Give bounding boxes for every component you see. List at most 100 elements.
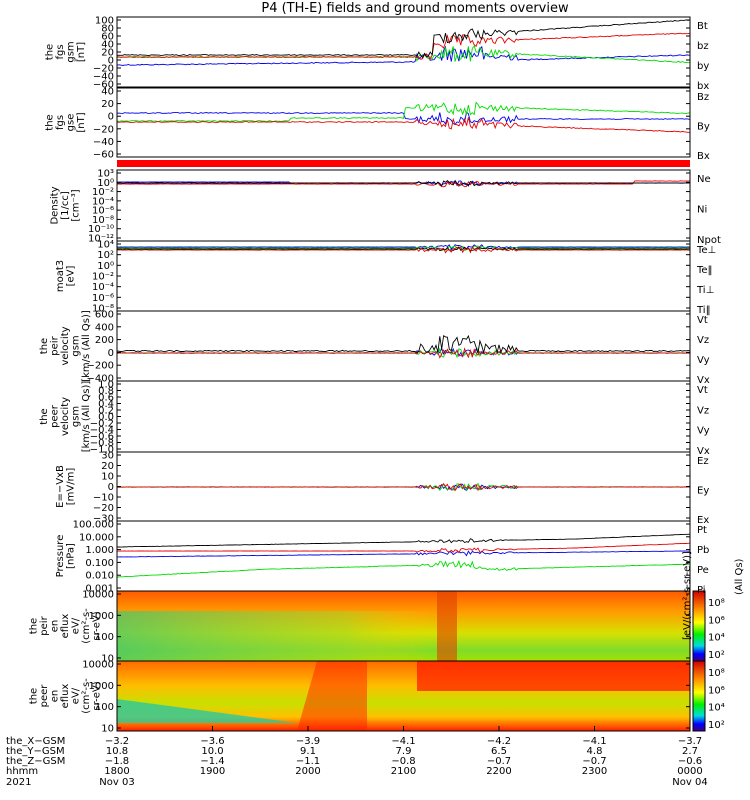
xaxis-value: −0.8: [391, 756, 415, 767]
y-tick-label: 10²: [97, 250, 114, 261]
legend-label: Pb: [697, 545, 709, 556]
y-axis-label: gsm: [71, 335, 82, 356]
legend-label: Vz: [697, 335, 709, 346]
xaxis-value: 2100: [391, 766, 416, 777]
y-tick-label: −10: [93, 493, 114, 504]
y-tick-label: 0.100: [85, 558, 114, 569]
series-line-te-: [116, 246, 691, 252]
y-tick-label: −0.8: [90, 438, 114, 449]
xaxis-value: 1800: [104, 766, 129, 777]
y-tick-label: 10⁻⁴: [92, 196, 114, 207]
y-axis-label: peer: [39, 684, 50, 708]
y-tick-label: −20: [93, 503, 114, 514]
series-line-pb: [116, 542, 691, 554]
xaxis-value: 9.1: [300, 746, 316, 757]
legend-label: Ey: [697, 486, 709, 497]
y-tick-label: 10⁻²: [92, 272, 114, 283]
series-line-bz: [116, 32, 691, 61]
series-line-te-: [116, 246, 691, 254]
y-tick-label: 1.0: [98, 380, 114, 391]
y-axis-label: [km/s (All Qs)]: [81, 381, 92, 453]
y-tick-label: 100: [95, 16, 114, 27]
y-axis-label: velocity: [60, 326, 71, 365]
legend-label: Vx: [697, 446, 710, 457]
xaxis-value: −4.1: [582, 736, 606, 747]
y-tick-label: 0.2: [98, 406, 114, 417]
xaxis-value: 2300: [582, 766, 607, 777]
xaxis-value: −0.6: [678, 756, 702, 767]
colorbar-tick-label: 10⁴: [708, 703, 725, 714]
chart-title: P4 (TH-E) fields and ground moments over…: [261, 1, 569, 16]
y-tick-label: 10⁻⁸: [92, 304, 114, 315]
y-tick-label: 100: [95, 702, 114, 713]
y-tick-label: 80: [101, 24, 114, 35]
xaxis-value: −4.2: [487, 736, 511, 747]
y-axis-label: eV/: [71, 687, 82, 704]
y-tick-label: 10⁻⁸: [92, 215, 114, 226]
colorbar-tick-label: 10²: [708, 650, 725, 661]
y-tick-label: −0.6: [90, 432, 114, 443]
y-tick-label: −0.4: [90, 425, 114, 436]
y-axis-label: Density: [50, 186, 61, 224]
legend-label: by: [697, 61, 709, 72]
legend-label: Pt: [697, 525, 707, 536]
y-axis-label: Pressure: [55, 535, 66, 578]
panel-frame: [116, 310, 691, 382]
legend-label: Te⊥: [696, 245, 716, 256]
y-tick-label: 200: [95, 335, 114, 346]
y-tick-label: 400: [95, 322, 114, 333]
panel-frame: [116, 87, 691, 158]
series-line-bz: [116, 117, 691, 133]
y-tick-label: 1000: [89, 681, 114, 692]
y-tick-label: −40: [93, 137, 114, 148]
legend-label: Vx: [697, 375, 710, 386]
legend-label: Ti‖: [696, 305, 711, 316]
y-tick-label: 600: [95, 310, 114, 321]
y-tick-label: 0.4: [98, 399, 114, 410]
series-line-by: [116, 101, 691, 122]
panel-frame: [116, 240, 691, 312]
xaxis-value: 0000: [677, 766, 702, 777]
legend-label: Vy: [697, 355, 710, 366]
y-axis-label: the: [44, 114, 55, 130]
y-tick-label: 0.010: [85, 571, 114, 582]
y-axis-label: gse: [65, 114, 76, 132]
xaxis-row-label: hhmm: [6, 766, 38, 777]
y-axis-label: E=−VxB: [55, 465, 66, 508]
y-axis-label: [mV/m]: [65, 468, 76, 506]
xaxis-value: 10.0: [201, 746, 223, 757]
y-tick-label: −400: [87, 374, 114, 385]
y-tick-label: −40: [93, 72, 114, 83]
date-end-label: Nov 04: [672, 777, 707, 788]
y-tick-label: 10: [101, 724, 114, 735]
legend-label: Bt: [697, 21, 708, 32]
y-tick-label: 40: [101, 40, 114, 51]
y-axis-label: the: [44, 44, 55, 60]
y-axis-label: [km/s (All Qs)]: [81, 310, 92, 382]
series-line-bt: [116, 19, 691, 59]
y-tick-label: 30: [101, 451, 114, 462]
series-line-vt: [116, 334, 691, 354]
peir-spectrogram-storm: [437, 591, 457, 661]
xaxis-value: 4.8: [587, 746, 603, 757]
legend-label: bz: [697, 41, 709, 52]
y-axis-label: [nT]: [76, 112, 87, 132]
y-tick-label: 0.0: [98, 412, 114, 423]
y-axis-label: the: [29, 618, 40, 634]
legend-label: Ez: [697, 456, 709, 467]
xaxis-value: −1.8: [105, 756, 129, 767]
legend-label: Pi: [697, 585, 706, 596]
y-axis-label: eV/: [71, 617, 82, 634]
y-axis-label: en: [50, 620, 61, 633]
y-axis-label: [cm⁻³]: [71, 189, 82, 221]
panel-frame: [116, 169, 691, 242]
series-line-ti-: [116, 245, 691, 251]
y-axis-label: eflux: [60, 614, 71, 639]
xaxis-value: −3.2: [105, 736, 129, 747]
xaxis-value: 10.8: [106, 746, 128, 757]
colorbar-label: [eV/(cm²-s-sr-eV)]: [682, 551, 693, 640]
legend-label: Ex: [697, 515, 709, 526]
series-line-bx: [116, 111, 691, 126]
y-tick-label: 10⁻⁴: [92, 282, 114, 293]
y-axis-label: peir: [50, 335, 61, 355]
